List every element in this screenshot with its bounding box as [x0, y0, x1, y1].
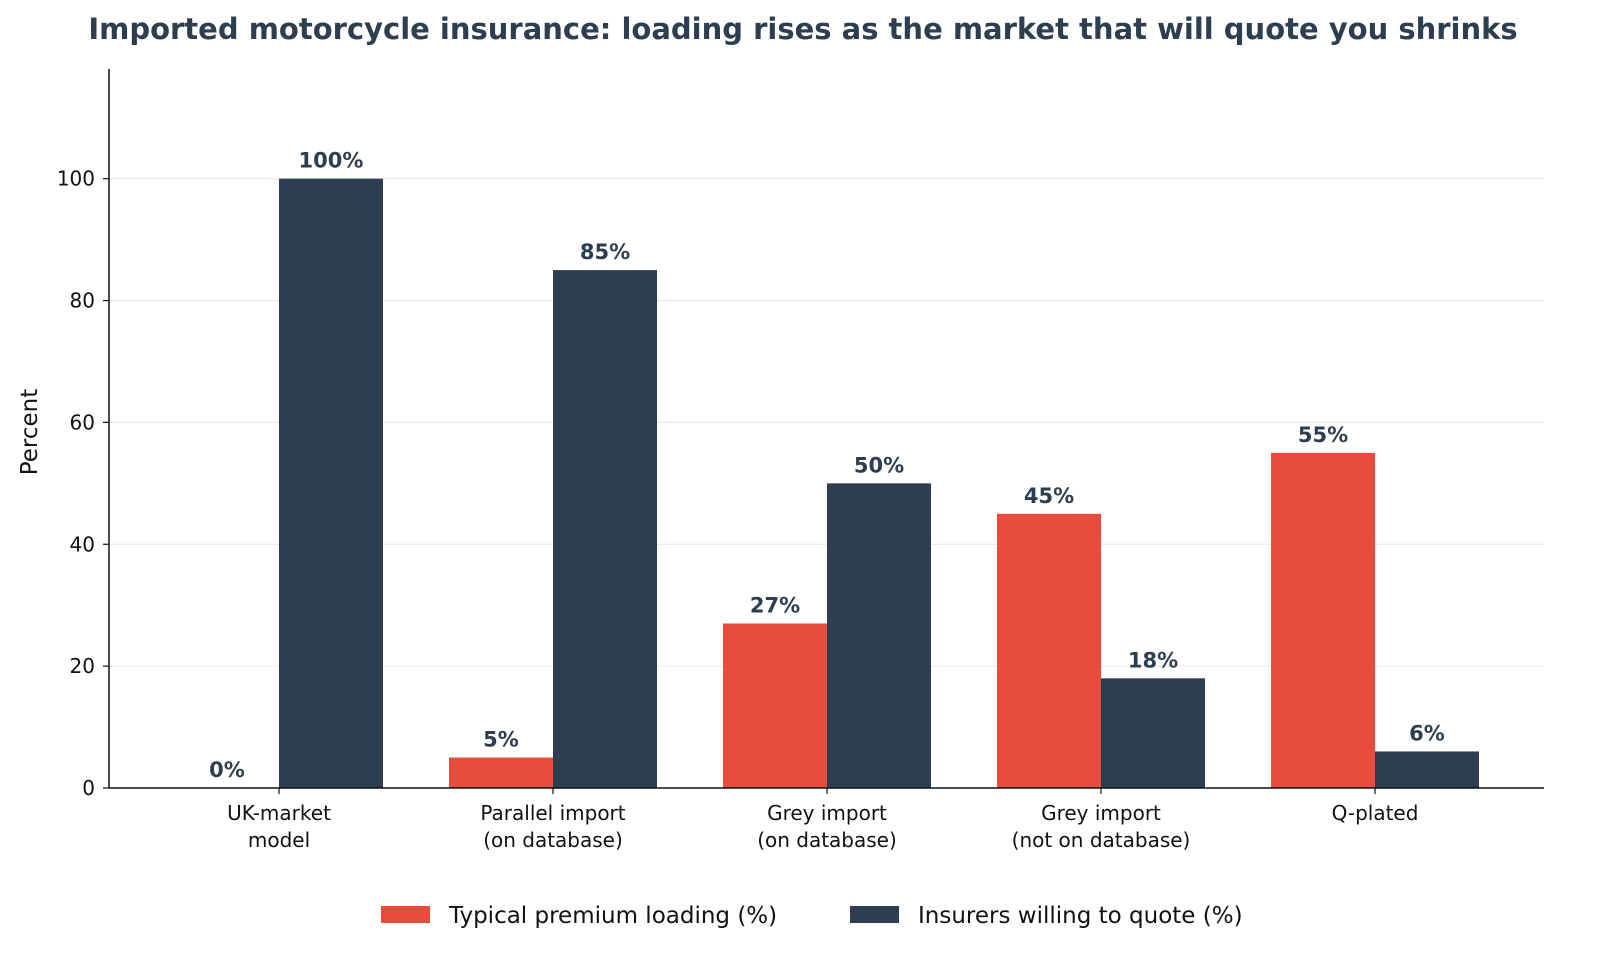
bar-premium-loading: [723, 623, 827, 788]
data-label: 45%: [1024, 484, 1074, 508]
data-label: 6%: [1409, 721, 1445, 745]
bar-insurers-quoting: [553, 270, 657, 788]
x-tick-label: Grey import (on database): [757, 801, 897, 852]
data-label: 50%: [854, 453, 904, 477]
x-tick-label: Parallel import (on database): [480, 801, 625, 852]
labels: 0 20 40 60 80 100 0% 100% UK-market model 5% 85% Par…: [57, 149, 1445, 852]
y-tick-label: 20: [70, 654, 95, 678]
bar-insurers-quoting: [279, 178, 383, 788]
bars: [279, 178, 1479, 788]
x-tick-label: Grey import (not on database): [1012, 801, 1191, 852]
bar-insurers-quoting: [827, 483, 931, 788]
x-tick-label: Q-plated: [1332, 801, 1419, 825]
y-tick-label: 0: [82, 776, 95, 800]
y-tick-label: 100: [57, 167, 95, 191]
bar-premium-loading: [1271, 452, 1375, 788]
chart-title: Imported motorcycle insurance: loading r…: [88, 12, 1517, 46]
legend-label: Insurers willing to quote (%): [918, 903, 1243, 929]
bar-insurers-quoting: [1375, 751, 1479, 788]
y-tick-label: 80: [70, 289, 95, 313]
legend-swatch-premium-loading: [381, 906, 430, 923]
x-tick-label: UK-market model: [227, 801, 331, 852]
y-axis-label: Percent: [17, 389, 43, 476]
y-tick-label: 60: [70, 410, 95, 434]
data-label: 0%: [209, 758, 245, 782]
y-tick-label: 40: [70, 532, 95, 556]
data-label: 100%: [299, 149, 364, 173]
bar-insurers-quoting: [1101, 678, 1205, 788]
data-label: 27%: [750, 593, 800, 617]
legend-swatch-insurers-quoting: [850, 906, 899, 923]
data-label: 55%: [1298, 423, 1348, 447]
bar-premium-loading: [997, 513, 1101, 788]
data-label: 85%: [580, 240, 630, 264]
legend: Typical premium loading (%) Insurers will…: [381, 903, 1243, 929]
axes: [103, 69, 1544, 794]
data-label: 5%: [483, 728, 519, 752]
data-label: 18%: [1128, 648, 1178, 672]
legend-label: Typical premium loading (%): [448, 903, 777, 929]
bar-premium-loading: [449, 757, 553, 788]
